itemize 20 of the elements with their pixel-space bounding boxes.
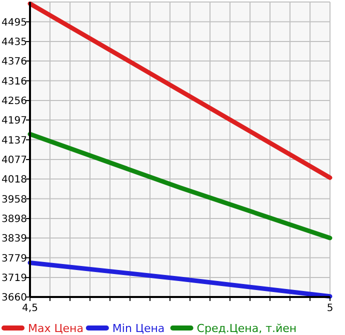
- y-tick-label: 4256: [2, 96, 27, 108]
- y-tick-label: 4018: [2, 174, 27, 186]
- y-tick-label: 3719: [2, 273, 27, 284]
- y-tick-label: 4197: [2, 116, 27, 126]
- y-tick-label: 4376: [2, 56, 27, 68]
- y-tick-label: 3660: [2, 292, 27, 304]
- y-tick-label: 4077: [2, 155, 27, 166]
- legend-label: Сред.Цена, т.йен: [196, 322, 297, 335]
- y-tick-label: 4137: [2, 135, 27, 146]
- y-tick-label: 3779: [2, 253, 27, 264]
- y-tick-label: 3898: [2, 214, 27, 226]
- x-tick-label: 5: [326, 303, 334, 314]
- y-tick-label: 3958: [2, 194, 27, 206]
- y-tick-label: 4435: [2, 37, 27, 48]
- y-tick-label: 4495: [2, 17, 27, 28]
- y-tick-label: 3839: [2, 234, 27, 244]
- x-tick-label: 4,5: [22, 303, 38, 314]
- legend-label: Max Цена: [28, 322, 84, 335]
- legend-label: Min Цена: [112, 322, 165, 335]
- y-tick-label: 4316: [2, 76, 27, 88]
